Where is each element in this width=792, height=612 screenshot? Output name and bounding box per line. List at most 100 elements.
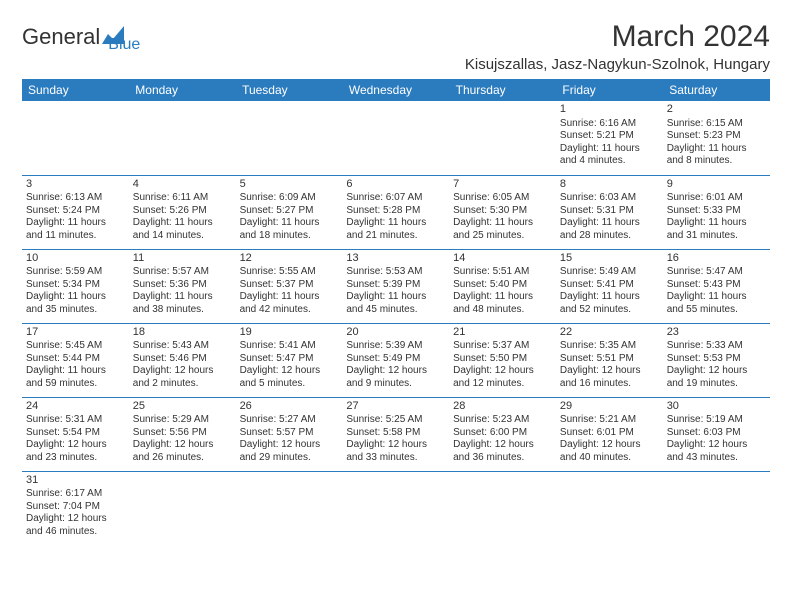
daylight-text: Daylight: 11 hours and 21 minutes.	[346, 217, 445, 242]
calendar-cell	[22, 101, 129, 175]
sunrise-text: Sunrise: 6:17 AM	[26, 488, 125, 501]
day-number: 10	[26, 252, 125, 266]
calendar-row: 24Sunrise: 5:31 AMSunset: 5:54 PMDayligh…	[22, 397, 770, 471]
day-number: 25	[133, 400, 232, 414]
daylight-text: Daylight: 11 hours and 4 minutes.	[560, 143, 659, 168]
calendar-cell: 25Sunrise: 5:29 AMSunset: 5:56 PMDayligh…	[129, 397, 236, 471]
daylight-text: Daylight: 11 hours and 11 minutes.	[26, 217, 125, 242]
calendar-cell: 27Sunrise: 5:25 AMSunset: 5:58 PMDayligh…	[342, 397, 449, 471]
day-number: 23	[667, 326, 766, 340]
day-number: 12	[240, 252, 339, 266]
daylight-text: Daylight: 12 hours and 26 minutes.	[133, 439, 232, 464]
calendar-cell: 13Sunrise: 5:53 AMSunset: 5:39 PMDayligh…	[342, 249, 449, 323]
logo-word2: Blue	[108, 36, 140, 54]
daylight-text: Daylight: 12 hours and 12 minutes.	[453, 365, 552, 390]
calendar-cell: 15Sunrise: 5:49 AMSunset: 5:41 PMDayligh…	[556, 249, 663, 323]
calendar-cell: 16Sunrise: 5:47 AMSunset: 5:43 PMDayligh…	[663, 249, 770, 323]
calendar-cell: 6Sunrise: 6:07 AMSunset: 5:28 PMDaylight…	[342, 175, 449, 249]
sunrise-text: Sunrise: 5:57 AM	[133, 266, 232, 279]
sunrise-text: Sunrise: 5:35 AM	[560, 340, 659, 353]
calendar-cell	[449, 471, 556, 545]
daylight-text: Daylight: 12 hours and 5 minutes.	[240, 365, 339, 390]
sunrise-text: Sunrise: 5:27 AM	[240, 414, 339, 427]
day-number: 1	[560, 103, 659, 117]
sunset-text: Sunset: 5:37 PM	[240, 279, 339, 292]
calendar-cell: 31Sunrise: 6:17 AMSunset: 7:04 PMDayligh…	[22, 471, 129, 545]
sunset-text: Sunset: 5:53 PM	[667, 353, 766, 366]
calendar-table: Sunday Monday Tuesday Wednesday Thursday…	[22, 79, 770, 545]
weekday-sat: Saturday	[663, 79, 770, 101]
sunrise-text: Sunrise: 6:09 AM	[240, 192, 339, 205]
daylight-text: Daylight: 11 hours and 45 minutes.	[346, 291, 445, 316]
calendar-cell	[342, 471, 449, 545]
month-title: March 2024	[465, 20, 770, 54]
sunset-text: Sunset: 5:28 PM	[346, 205, 445, 218]
daylight-text: Daylight: 12 hours and 40 minutes.	[560, 439, 659, 464]
weekday-fri: Friday	[556, 79, 663, 101]
calendar-cell	[236, 471, 343, 545]
daylight-text: Daylight: 11 hours and 25 minutes.	[453, 217, 552, 242]
calendar-cell: 10Sunrise: 5:59 AMSunset: 5:34 PMDayligh…	[22, 249, 129, 323]
day-number: 18	[133, 326, 232, 340]
calendar-cell: 24Sunrise: 5:31 AMSunset: 5:54 PMDayligh…	[22, 397, 129, 471]
calendar-cell: 1Sunrise: 6:16 AMSunset: 5:21 PMDaylight…	[556, 101, 663, 175]
day-number: 20	[346, 326, 445, 340]
sunset-text: Sunset: 5:26 PM	[133, 205, 232, 218]
daylight-text: Daylight: 12 hours and 16 minutes.	[560, 365, 659, 390]
sunrise-text: Sunrise: 5:21 AM	[560, 414, 659, 427]
sunrise-text: Sunrise: 6:05 AM	[453, 192, 552, 205]
calendar-cell	[342, 101, 449, 175]
calendar-row: 3Sunrise: 6:13 AMSunset: 5:24 PMDaylight…	[22, 175, 770, 249]
day-number: 4	[133, 178, 232, 192]
sunrise-text: Sunrise: 5:55 AM	[240, 266, 339, 279]
calendar-cell: 19Sunrise: 5:41 AMSunset: 5:47 PMDayligh…	[236, 323, 343, 397]
logo: General Blue	[22, 20, 140, 54]
calendar-cell: 26Sunrise: 5:27 AMSunset: 5:57 PMDayligh…	[236, 397, 343, 471]
sunset-text: Sunset: 5:39 PM	[346, 279, 445, 292]
sunset-text: Sunset: 5:33 PM	[667, 205, 766, 218]
sunset-text: Sunset: 5:23 PM	[667, 130, 766, 143]
calendar-cell: 30Sunrise: 5:19 AMSunset: 6:03 PMDayligh…	[663, 397, 770, 471]
day-number: 17	[26, 326, 125, 340]
sunrise-text: Sunrise: 5:23 AM	[453, 414, 552, 427]
header: General Blue March 2024 Kisujszallas, Ja…	[22, 20, 770, 73]
day-number: 29	[560, 400, 659, 414]
daylight-text: Daylight: 12 hours and 33 minutes.	[346, 439, 445, 464]
daylight-text: Daylight: 11 hours and 55 minutes.	[667, 291, 766, 316]
calendar-cell: 2Sunrise: 6:15 AMSunset: 5:23 PMDaylight…	[663, 101, 770, 175]
sunrise-text: Sunrise: 5:43 AM	[133, 340, 232, 353]
sunrise-text: Sunrise: 6:11 AM	[133, 192, 232, 205]
calendar-cell: 12Sunrise: 5:55 AMSunset: 5:37 PMDayligh…	[236, 249, 343, 323]
sunrise-text: Sunrise: 5:37 AM	[453, 340, 552, 353]
sunset-text: Sunset: 5:56 PM	[133, 427, 232, 440]
sunrise-text: Sunrise: 5:39 AM	[346, 340, 445, 353]
daylight-text: Daylight: 11 hours and 35 minutes.	[26, 291, 125, 316]
sunrise-text: Sunrise: 5:49 AM	[560, 266, 659, 279]
day-number: 6	[346, 178, 445, 192]
calendar-cell: 23Sunrise: 5:33 AMSunset: 5:53 PMDayligh…	[663, 323, 770, 397]
day-number: 5	[240, 178, 339, 192]
day-number: 11	[133, 252, 232, 266]
daylight-text: Daylight: 12 hours and 19 minutes.	[667, 365, 766, 390]
daylight-text: Daylight: 11 hours and 59 minutes.	[26, 365, 125, 390]
daylight-text: Daylight: 11 hours and 42 minutes.	[240, 291, 339, 316]
calendar-cell: 20Sunrise: 5:39 AMSunset: 5:49 PMDayligh…	[342, 323, 449, 397]
day-number: 2	[667, 103, 766, 117]
calendar-cell	[236, 101, 343, 175]
daylight-text: Daylight: 11 hours and 18 minutes.	[240, 217, 339, 242]
day-number: 7	[453, 178, 552, 192]
sunset-text: Sunset: 5:21 PM	[560, 130, 659, 143]
sunset-text: Sunset: 5:27 PM	[240, 205, 339, 218]
logo-word1: General	[22, 24, 100, 50]
sunrise-text: Sunrise: 6:15 AM	[667, 118, 766, 131]
sunset-text: Sunset: 5:47 PM	[240, 353, 339, 366]
calendar-cell: 29Sunrise: 5:21 AMSunset: 6:01 PMDayligh…	[556, 397, 663, 471]
weekday-thu: Thursday	[449, 79, 556, 101]
sunset-text: Sunset: 5:24 PM	[26, 205, 125, 218]
calendar-cell	[129, 471, 236, 545]
day-number: 24	[26, 400, 125, 414]
sunset-text: Sunset: 5:43 PM	[667, 279, 766, 292]
sunset-text: Sunset: 5:34 PM	[26, 279, 125, 292]
weekday-sun: Sunday	[22, 79, 129, 101]
sunrise-text: Sunrise: 5:59 AM	[26, 266, 125, 279]
